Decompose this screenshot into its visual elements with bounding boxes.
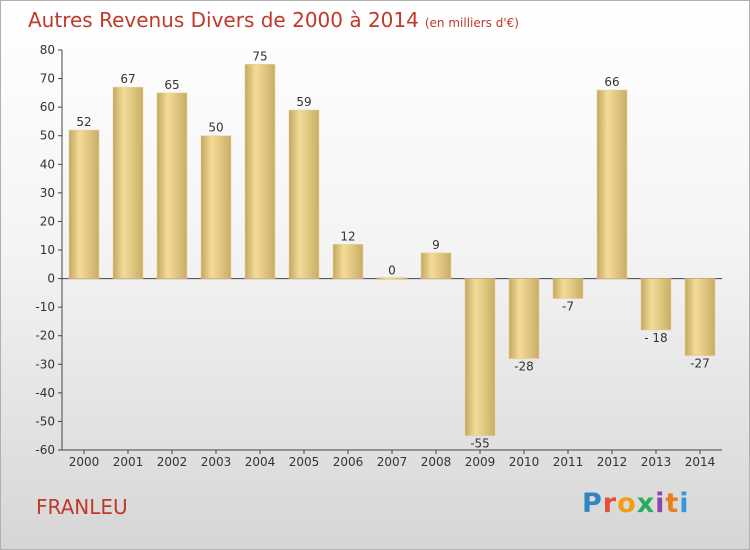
- data-label-2003: 50: [208, 121, 223, 135]
- y-tick-label: 80: [40, 43, 55, 57]
- logo-letter: t: [665, 488, 680, 519]
- data-label-2011: -7: [562, 300, 574, 314]
- location-name: FRANLEU: [36, 495, 128, 519]
- bars: [68, 64, 716, 436]
- bar-2004: [244, 64, 276, 279]
- data-label-2009: -55: [470, 437, 490, 451]
- bar-2006: [332, 244, 364, 279]
- x-tick-label-2002: 2002: [157, 455, 188, 469]
- data-label-2000: 52: [76, 115, 91, 129]
- bar-2013: [640, 278, 672, 331]
- logo-letter: P: [582, 488, 603, 519]
- x-tick-label-2005: 2005: [289, 455, 320, 469]
- bar-2012: [596, 89, 628, 279]
- x-tick-label-2008: 2008: [421, 455, 452, 469]
- data-label-2008: 9: [432, 238, 440, 252]
- data-label-2013: - 18: [644, 331, 667, 345]
- data-label-2014: -27: [690, 357, 710, 371]
- x-tick-label-2013: 2013: [641, 455, 672, 469]
- bar-2014: [684, 278, 716, 356]
- x-tick-label-2012: 2012: [597, 455, 628, 469]
- y-tick-label: 60: [40, 100, 55, 114]
- x-tick-label-2009: 2009: [465, 455, 496, 469]
- data-label-2004: 75: [252, 49, 267, 63]
- bar-2005: [288, 109, 320, 279]
- logo-letter: x: [636, 488, 656, 519]
- logo-letter: i: [655, 488, 666, 519]
- y-tick-label: -30: [35, 357, 55, 371]
- x-tick-label-2007: 2007: [377, 455, 408, 469]
- bar-2007: [376, 277, 408, 280]
- x-tick-label-2000: 2000: [69, 455, 100, 469]
- bar-2008: [420, 252, 452, 279]
- y-tick-label: 10: [40, 243, 55, 257]
- bar-2009: [464, 278, 496, 436]
- bar-2003: [200, 135, 232, 279]
- data-label-2012: 66: [604, 75, 619, 89]
- bar-2001: [112, 86, 144, 279]
- y-tick-label: -10: [35, 300, 55, 314]
- x-tick-label-2004: 2004: [245, 455, 276, 469]
- data-label-2005: 59: [296, 95, 311, 109]
- logo-letter: o: [617, 488, 637, 519]
- logo-letter: i: [679, 488, 690, 519]
- data-label-2001: 67: [120, 72, 135, 86]
- logo-letter: r: [602, 488, 618, 519]
- x-tick-label-2006: 2006: [333, 455, 364, 469]
- y-tick-label: 50: [40, 129, 55, 143]
- proxiti-logo[interactable]: Proxiti: [582, 488, 690, 519]
- y-tick-label: -40: [35, 386, 55, 400]
- y-tick-label: -60: [35, 443, 55, 457]
- bar-2002: [156, 92, 188, 279]
- y-tick-label: 20: [40, 214, 55, 228]
- x-tick-label-2011: 2011: [553, 455, 584, 469]
- y-tick-label: -50: [35, 414, 55, 428]
- chart-unit: (en milliers d'€): [424, 16, 519, 30]
- x-tick-label-2014: 2014: [685, 455, 716, 469]
- y-tick-label: 70: [40, 72, 55, 86]
- data-label-2006: 12: [340, 229, 355, 243]
- y-tick-label: 0: [47, 272, 55, 286]
- data-label-2007: 0: [388, 264, 396, 278]
- data-label-2010: -28: [514, 360, 534, 374]
- chart-title-text: Autres Revenus Divers de 2000 à 2014: [28, 8, 419, 32]
- chart-title: Autres Revenus Divers de 2000 à 2014 (en …: [28, 8, 519, 32]
- x-tick-label-2001: 2001: [113, 455, 144, 469]
- bar-2011: [552, 278, 584, 299]
- y-tick-label: -20: [35, 329, 55, 343]
- bar-2000: [68, 129, 100, 279]
- y-tick-label: 40: [40, 157, 55, 171]
- y-tick-label: 30: [40, 186, 55, 200]
- x-tick-label-2003: 2003: [201, 455, 232, 469]
- x-tick-label-2010: 2010: [509, 455, 540, 469]
- data-label-2002: 65: [164, 78, 179, 92]
- labels: 52 67 65 50 75 59 12 0 9 -55 -28 -7 66 - 18 -27: [76, 49, 709, 450]
- bar-2010: [508, 278, 540, 359]
